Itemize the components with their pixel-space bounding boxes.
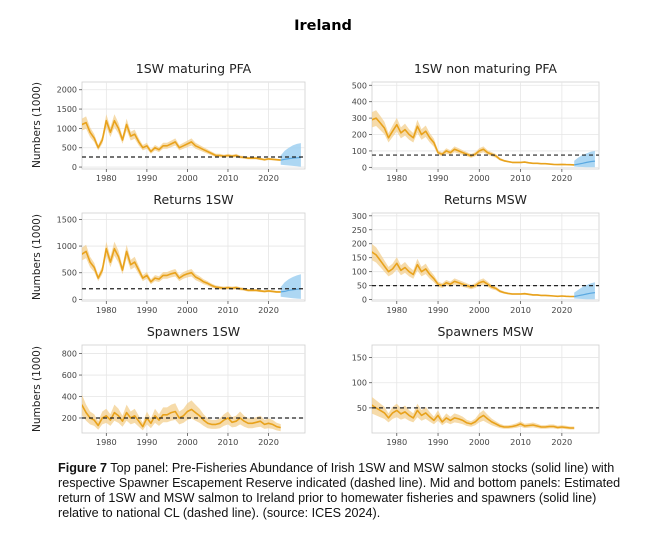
x-tick-label: 2010 [510, 437, 531, 447]
figure-title: Ireland [294, 18, 352, 34]
x-tick-label: 2020 [551, 437, 572, 447]
y-tick-label: 0 [362, 296, 367, 305]
x-tick-label: 2010 [218, 437, 239, 447]
y-tick-label: 0 [72, 295, 77, 304]
series-line [372, 404, 575, 429]
y-axis-label: Numbers (1000) [31, 214, 43, 300]
panel-msw-pfa: 1980 1990 2000 2010 2020 0 100 200 300 400 500 1SW … [352, 61, 600, 183]
panel-1sw-pfa: 1980 1990 2000 2010 2020 0 500 1000 1500 2000 1SW … [31, 61, 306, 183]
y-tick-label: 100 [352, 379, 367, 388]
x-tick-label: 1980 [386, 305, 407, 315]
panel-title: Returns MSW [444, 192, 527, 207]
panel-returns-1sw: 1980 1990 2000 2010 2020 0 500 1000 1500 Returns … [31, 192, 306, 315]
caption-text: Top panel: Pre-Fisheries Abundance of Ir… [58, 461, 621, 520]
x-tick-label: 2010 [510, 305, 531, 315]
x-tick-label: 1990 [136, 305, 157, 315]
figure-caption: Figure 7 Top panel: Pre-Fisheries Abunda… [58, 461, 628, 521]
x-tick-label: 1990 [136, 437, 157, 447]
y-tick-label: 50 [357, 404, 367, 413]
y-tick-label: 1000 [57, 124, 77, 133]
x-tick-label: 2000 [469, 305, 490, 315]
forecast-band [280, 274, 301, 299]
y-tick-label: 500 [62, 144, 77, 153]
series-line [82, 404, 281, 429]
y-axis-label: Numbers (1000) [31, 346, 43, 432]
y-axis-label: Numbers (1000) [31, 82, 43, 168]
y-tick-label: 200 [62, 414, 77, 423]
x-tick-label: 1990 [136, 173, 157, 183]
x-tick-label: 1980 [96, 305, 117, 315]
panel-title: Returns 1SW [153, 192, 233, 207]
panel-spawners-msw: 1980 1990 2000 2010 2020 50 100 150 Spawners MSW [352, 324, 600, 447]
y-tick-label: 150 [352, 354, 367, 363]
forecast-line [280, 288, 301, 293]
y-tick-label: 50 [357, 282, 367, 291]
y-tick-label: 250 [352, 226, 367, 235]
x-tick-label: 2020 [551, 305, 572, 315]
x-tick-label: 1980 [96, 437, 117, 447]
y-tick-label: 2000 [57, 86, 77, 95]
y-tick-label: 300 [352, 212, 367, 221]
y-tick-label: 400 [352, 98, 367, 107]
grid [82, 82, 305, 169]
series-line [82, 247, 281, 293]
y-tick-label: 0 [362, 163, 367, 172]
panel-title: 1SW maturing PFA [136, 61, 252, 76]
x-tick-label: 2020 [551, 173, 572, 183]
y-tick-label: 800 [62, 350, 77, 359]
x-tick-label: 1990 [428, 173, 449, 183]
x-tick-label: 2000 [177, 437, 198, 447]
y-tick-label: 1500 [57, 215, 77, 224]
panel-title: Spawners 1SW [147, 324, 240, 339]
y-tick-label: 1000 [57, 242, 77, 251]
caption-label: Figure 7 [58, 461, 107, 475]
x-tick-label: 1980 [386, 437, 407, 447]
y-tick-label: 200 [352, 131, 367, 140]
x-tick-label: 2010 [510, 173, 531, 183]
x-tick-label: 2000 [177, 173, 198, 183]
panel-title: 1SW non maturing PFA [414, 61, 557, 76]
panel-frame [371, 212, 600, 302]
forecast-line [574, 160, 595, 166]
x-tick-label: 2020 [258, 305, 279, 315]
series-line [372, 117, 575, 166]
x-tick-label: 2000 [469, 437, 490, 447]
series-line [82, 119, 281, 161]
x-tick-label: 1980 [96, 173, 117, 183]
y-tick-label: 0 [72, 163, 77, 172]
y-tick-label: 400 [62, 393, 77, 402]
y-tick-label: 100 [352, 147, 367, 156]
y-tick-label: 100 [352, 268, 367, 277]
y-tick-label: 300 [352, 114, 367, 123]
x-tick-label: 1990 [428, 305, 449, 315]
x-tick-label: 2010 [218, 173, 239, 183]
x-tick-label: 2000 [469, 173, 490, 183]
panel-spawners-1sw: 1980 1990 2000 2010 2020 200 400 600 800 Spawners… [31, 324, 306, 447]
panel-title: Spawners MSW [437, 324, 533, 339]
x-tick-label: 1980 [386, 173, 407, 183]
forecast-band [280, 143, 301, 167]
x-tick-label: 1990 [428, 437, 449, 447]
panel-returns-msw: 1980 1990 2000 2010 2020 0 50 100 150 200 250 300 Re… [352, 192, 600, 315]
forecast-line [280, 156, 301, 161]
x-tick-label: 2010 [218, 305, 239, 315]
forecast-line [574, 292, 595, 298]
panels: 1980 1990 2000 2010 202005001000150020001SW … [31, 61, 600, 447]
y-tick-label: 150 [352, 254, 367, 263]
y-tick-label: 500 [62, 269, 77, 278]
y-tick-label: 200 [352, 240, 367, 249]
y-tick-label: 600 [62, 371, 77, 380]
x-tick-label: 2000 [177, 305, 198, 315]
x-tick-label: 2020 [258, 173, 279, 183]
y-tick-label: 500 [352, 81, 367, 90]
y-tick-label: 1500 [57, 105, 77, 114]
x-tick-label: 2020 [258, 437, 279, 447]
